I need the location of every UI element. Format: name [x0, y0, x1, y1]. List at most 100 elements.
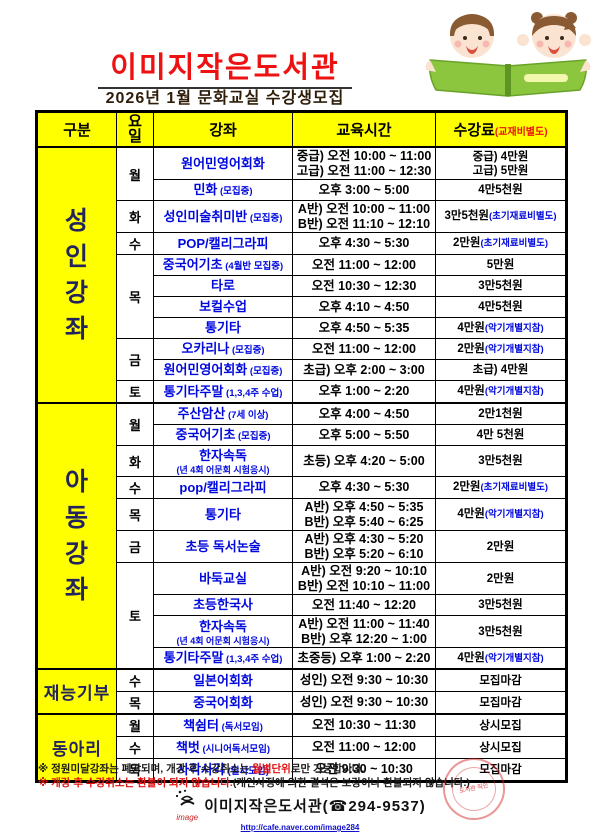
table-row: 성 인 강 좌 월 원어민영어회화 중급) 오전 10:00 ~ 11:00 고급) 오…: [36, 146, 567, 404]
day-cell: 토: [116, 380, 154, 404]
time-cell: 오전 11:00 ~ 12:00: [292, 338, 436, 360]
library-stamp-text: 도서관 직인: [447, 762, 501, 816]
time-cell: 오후 4:50 ~ 5:35: [292, 317, 436, 339]
course-cell: 중국어기초 (4월반 모집중): [153, 254, 293, 276]
day-cell: 화: [116, 445, 154, 477]
course-cell: 초등한국사: [153, 594, 293, 616]
table-row: 한자속독 (년 4회 어문회 시험응시) A반) 오전 11:00 ~ 11:40 B…: [37, 615, 567, 648]
time-cell: 초중등) 오후 1:00 ~ 2:20: [292, 647, 436, 670]
table-row: 목 통기타 A반) 오후 4:50 ~ 5:35 B반) 오후 5:40 ~ 6:25…: [37, 498, 567, 531]
children-reading-book-illustration: [420, 6, 592, 98]
day-cell: 금: [116, 338, 154, 381]
table-row: 보컬수업 오후 4:10 ~ 4:50 4만5천원: [37, 296, 567, 318]
course-cell: pop/캘리그라피: [153, 476, 293, 499]
header-fee: 수강료(교재비별도): [435, 111, 567, 148]
time-cell: 오전 10:30 ~ 11:30: [292, 713, 436, 737]
table-header-row: 구분 요일 강좌 교육시간 수강료(교재비별도): [36, 111, 567, 148]
table-row: 목 중국어기초 (4월반 모집중) 오전 11:00 ~ 12:00 5만원: [37, 254, 567, 339]
time-cell: 오전 10:30 ~ 12:30: [292, 275, 436, 297]
footer-notes: ※ 정원미달강좌는 폐강되며, 개강 후 수강취소는 월별단위로만 가능합니다.…: [38, 763, 594, 790]
logo-word: image: [176, 813, 199, 822]
day-cell: 월: [116, 146, 154, 201]
time-cell: A반) 오후 4:30 ~ 5:20 B반) 오후 5:20 ~ 6:10: [292, 530, 436, 563]
category-cell: 동아리: [36, 713, 117, 782]
header-category: 구분: [36, 111, 117, 148]
course-cell: 사각사각 (필사모임): [153, 758, 293, 782]
table-row: 토 바둑교실 A반) 오전 9:20 ~ 10:10 B반) 오전 10:10 ~ 1…: [37, 562, 567, 670]
fee-cell: 상시모집: [435, 736, 567, 759]
time-cell: 초급) 오후 2:00 ~ 3:00: [292, 359, 436, 381]
course-cell: 타로: [153, 275, 293, 297]
page-subtitle: 2026년 1월 문화교실 수강생모집: [105, 90, 345, 107]
table-row: 목 사각사각 (필사모임) 오전 9:30 ~ 10:30 모집마감: [37, 758, 567, 782]
day-cell: 토: [116, 562, 154, 670]
day-cell: 월: [116, 713, 154, 737]
day-cell: 금: [116, 530, 154, 563]
schedule-table-body: 성 인 강 좌 월 원어민영어회화 중급) 오전 10:00 ~ 11:00 고급) 오…: [36, 146, 567, 782]
time-cell: A반) 오전 11:00 ~ 11:40 B반) 오후 12:20 ~ 1:00: [292, 615, 436, 648]
table-row: 초등한국사 오전 11:40 ~ 12:20 3만5천원: [37, 594, 567, 616]
library-name-and-phone: 이미지작은도서관(☎294-9537): [204, 798, 426, 815]
day-cell: 목: [116, 758, 154, 782]
time-cell: A반) 오전 9:20 ~ 10:10 B반) 오전 10:10 ~ 11:00: [292, 562, 436, 595]
table-row: 원어민영어회화 (모집중) 초급) 오후 2:00 ~ 3:00 초급) 4만원: [37, 359, 567, 381]
course-cell: 초등 독서논술: [153, 530, 293, 563]
day-cell: 수: [116, 736, 154, 759]
fee-cell: 2만원(악기개별지참): [435, 338, 567, 360]
fee-header-note: (교재비별도): [494, 127, 548, 138]
course-cell: 책벗 (시니어독서모임): [153, 736, 293, 759]
fee-cell: 2만원: [435, 530, 567, 563]
time-cell: A반) 오후 4:50 ~ 5:35 B반) 오후 5:40 ~ 6:25: [292, 498, 436, 531]
day-cell: 목: [116, 691, 154, 715]
fee-cell: 4만원(악기개별지참): [435, 498, 567, 531]
course-cell: 책쉼터 (독서모임): [153, 713, 293, 737]
time-cell: 초등) 오후 4:20 ~ 5:00: [292, 445, 436, 477]
course-cell: 한자속독 (년 4회 어문회 시험응시): [153, 615, 293, 648]
time-cell: 오전 11:00 ~ 12:00: [292, 254, 436, 276]
course-cell: 주산암산 (7세 이상): [153, 402, 293, 425]
header-time: 교육시간: [292, 111, 436, 148]
fee-cell: 2만원(초기재료비별도): [435, 476, 567, 499]
time-cell: 오전 9:30 ~ 10:30: [292, 758, 436, 782]
course-cell: 통기타주말 (1,3,4주 수업): [153, 647, 293, 670]
note-line: ※ 개강 후 수강취소는 환불이 되지 않습니다.(개인사정에 의한 결석은 보…: [38, 776, 470, 789]
library-logo: image: [174, 789, 200, 822]
table-row: 토 통기타주말 (1,3,4주 수업) 오후 1:00 ~ 2:20 4만원(악기개별…: [37, 380, 567, 404]
day-cell: 화: [116, 200, 154, 233]
fee-cell: 중급) 4만원 고급) 5만원: [435, 146, 567, 180]
course-cell: 일본어회화: [153, 668, 293, 692]
time-cell: 오후 4:30 ~ 5:30: [292, 232, 436, 255]
fee-cell: 상시모집: [435, 713, 567, 737]
fee-cell: 4만5천원: [435, 179, 567, 201]
time-cell: 오전 11:00 ~ 12:00: [292, 736, 436, 759]
page-footer: image 이미지작은도서관(☎294-9537) http://cafe.na…: [0, 789, 600, 832]
course-cell: POP/캘리그라피: [153, 232, 293, 255]
fee-cell: 4만원(악기개별지참): [435, 380, 567, 404]
fee-cell: 초급) 4만원: [435, 359, 567, 381]
day-cell: 목: [116, 254, 154, 339]
header-course: 강좌: [153, 111, 293, 148]
course-cell: 오카리나 (모집중): [153, 338, 293, 360]
fee-cell: 3만5천원: [435, 594, 567, 616]
table-row: 수 POP/캘리그라피 오후 4:30 ~ 5:30 2만원(초기재료비별도): [37, 232, 567, 255]
table-row: 동아리 월 책쉼터 (독서모임) 오전 10:30 ~ 11:30 상시모집: [36, 713, 567, 782]
course-cell: 중국어회화: [153, 691, 293, 715]
day-cell: 월: [116, 402, 154, 446]
note-line: ※ 정원미달강좌는 폐강되며, 개강 후 수강취소는 월별단위로만 가능합니다.: [38, 763, 365, 775]
day-cell: 수: [116, 476, 154, 499]
time-cell: 중급) 오전 10:00 ~ 11:00 고급) 오전 11:00 ~ 12:30: [292, 146, 436, 180]
fee-cell: 3만5천원: [435, 615, 567, 648]
fee-cell: 3만5천원: [435, 275, 567, 297]
fee-cell: 2만1천원: [435, 402, 567, 425]
course-cell: 원어민영어회화: [153, 146, 293, 180]
course-cell: 한자속독 (년 4회 어문회 시험응시): [153, 445, 293, 477]
fee-cell: 3만5천원: [435, 445, 567, 477]
fee-cell: 3만5천원(초기재료비별도): [435, 200, 567, 233]
table-row: 통기타주말 (1,3,4주 수업) 초중등) 오후 1:00 ~ 2:20 4만원(…: [37, 647, 567, 670]
course-cell: 보컬수업: [153, 296, 293, 318]
category-cell: 성 인 강 좌: [36, 146, 117, 404]
course-cell: 성인미술취미반 (모집중): [153, 200, 293, 233]
time-cell: 오후 3:00 ~ 5:00: [292, 179, 436, 201]
time-cell: 오후 5:00 ~ 5:50: [292, 424, 436, 446]
fee-cell: 모집마감: [435, 758, 567, 782]
